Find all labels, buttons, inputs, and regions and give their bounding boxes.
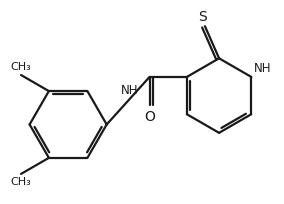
Text: O: O [144,110,155,124]
Text: CH₃: CH₃ [11,62,32,72]
Text: NH: NH [254,62,272,75]
Text: NH: NH [121,84,138,97]
Text: S: S [198,10,207,24]
Text: CH₃: CH₃ [11,177,32,187]
